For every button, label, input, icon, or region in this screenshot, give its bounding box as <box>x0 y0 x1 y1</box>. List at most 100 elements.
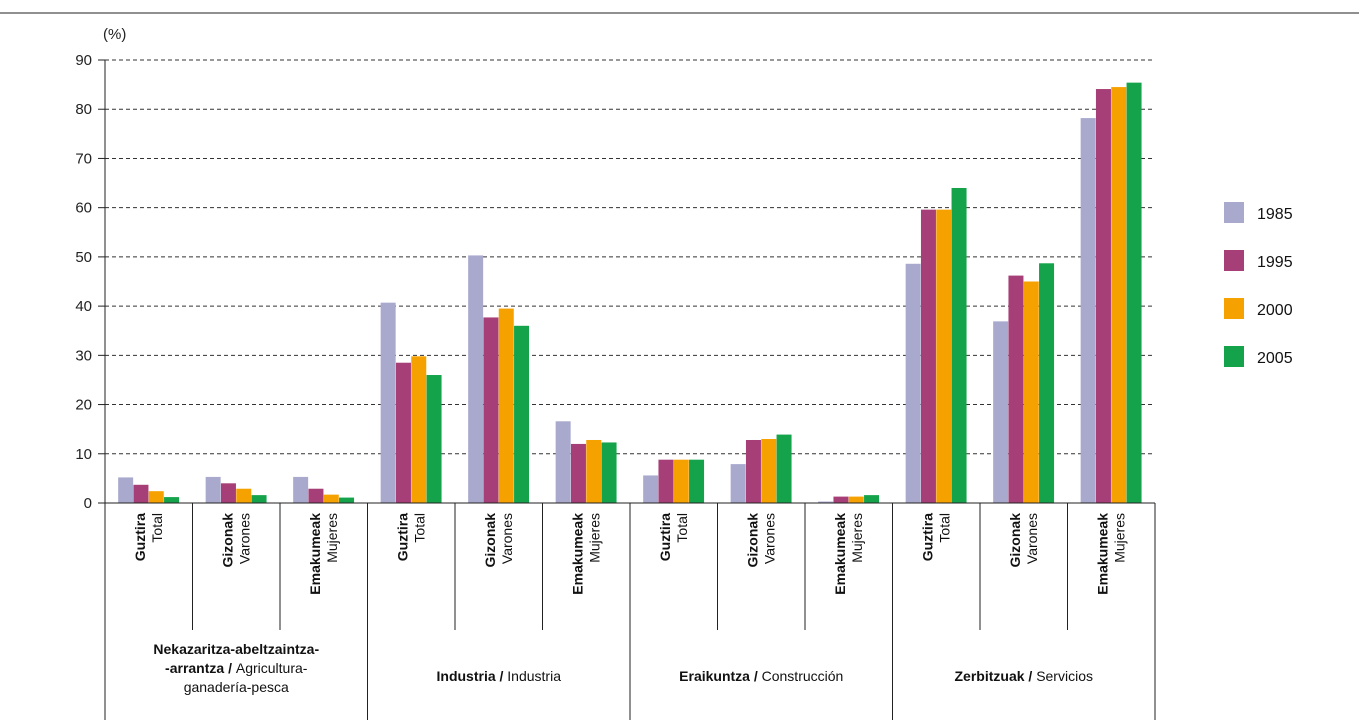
category-label: GizonakVarones <box>482 513 515 568</box>
bar-2005 <box>689 459 705 503</box>
bar-2005 <box>1039 263 1055 503</box>
bar-2005 <box>251 495 267 503</box>
bar-2005 <box>339 497 355 503</box>
bar-1995 <box>483 317 499 503</box>
category-label-normal: Varones <box>1024 513 1040 564</box>
group-label-part: Servicios <box>1036 668 1093 684</box>
bar-1985 <box>555 421 571 503</box>
bar-1995 <box>570 443 586 503</box>
category-label: GizonakVarones <box>1007 513 1040 568</box>
category-label: GizonakVarones <box>219 513 252 568</box>
group-label: Eraikuntza / Construcción <box>679 668 843 684</box>
bar-2000 <box>1023 281 1039 503</box>
bar-2005 <box>514 325 530 503</box>
group-label-part: Industria <box>507 668 561 684</box>
y-tick-label: 10 <box>75 446 92 463</box>
y-tick-label: 80 <box>75 101 92 118</box>
category-label-bold: Gizonak <box>1007 513 1023 568</box>
category-label-bold: Emakumeak <box>1094 513 1110 595</box>
axes <box>104 60 1156 720</box>
category-label: GuztiraTotal <box>132 513 165 561</box>
bar-1995 <box>745 439 761 503</box>
category-label-bold: Emakumeak <box>307 513 323 595</box>
category-label-normal: Total <box>411 513 427 543</box>
y-tick-label: 0 <box>84 495 92 512</box>
category-label-bold: Gizonak <box>219 513 235 568</box>
bar-1995 <box>1008 275 1024 503</box>
category-label-bold: Guztira <box>919 513 935 561</box>
grid <box>105 59 1155 455</box>
bar-2005 <box>776 434 792 503</box>
y-tick-label: 50 <box>75 249 92 266</box>
legend-label: 1995 <box>1257 254 1293 271</box>
bar-2005 <box>426 375 442 503</box>
category-label-bold: Guztira <box>394 513 410 561</box>
y-tick-label: 90 <box>75 52 92 69</box>
category-label: EmakumeakMujeres <box>1094 513 1127 595</box>
category-label: GuztiraTotal <box>394 513 427 561</box>
y-unit-label: (%) <box>103 26 126 43</box>
legend-swatch-1995 <box>1224 250 1244 271</box>
bar-2000 <box>236 488 252 503</box>
bar-2000 <box>936 209 952 503</box>
bar-2005 <box>601 442 617 503</box>
category-label-bold: Gizonak <box>482 513 498 568</box>
bar-2005 <box>951 187 967 503</box>
y-tick-label: 20 <box>75 397 92 414</box>
bar-2005 <box>1126 82 1142 504</box>
category-label-normal: Mujeres <box>1111 513 1127 563</box>
category-label-bold: Emakumeak <box>569 513 585 595</box>
group-label-part: Industria / <box>437 668 508 684</box>
bar-1995 <box>833 496 849 503</box>
legend-label: 2005 <box>1257 350 1293 367</box>
category-label-normal: Mujeres <box>849 513 865 563</box>
category-label-bold: Emakumeak <box>832 513 848 595</box>
bar-1985 <box>205 476 221 503</box>
category-label-normal: Varones <box>236 513 252 564</box>
bar-1985 <box>643 475 659 503</box>
group-labels: Nekazaritza-abeltzaintza- -arrantza / Agr… <box>153 641 1093 695</box>
category-label: EmakumeakMujeres <box>832 513 865 595</box>
group-label-part: Eraikuntza / <box>679 668 761 684</box>
y-tick-label: 30 <box>75 347 92 364</box>
y-tick-label: 40 <box>75 298 92 315</box>
bar-2000 <box>148 491 164 503</box>
bar-1985 <box>993 321 1009 503</box>
category-label: EmakumeakMujeres <box>569 513 602 595</box>
bar-1985 <box>293 476 309 503</box>
bar-1985 <box>380 302 396 503</box>
category-label-normal: Total <box>149 513 165 543</box>
legend-swatch-1985 <box>1224 202 1244 223</box>
bar-1995 <box>658 459 674 503</box>
bar-1985 <box>1080 118 1096 504</box>
category-label-normal: Varones <box>499 513 515 564</box>
y-tick-label: 60 <box>75 200 92 217</box>
bar-2000 <box>848 496 864 503</box>
group-label-part: Nekazaritza-abeltzaintza- <box>153 641 319 657</box>
legend: 1985 1995 2000 2005 <box>1224 202 1293 367</box>
bar-1995 <box>220 483 236 503</box>
group-label-part: Agricultura- <box>236 660 308 676</box>
bar-2000 <box>498 308 514 503</box>
legend-swatch-2000 <box>1224 298 1244 319</box>
group-label-part: -arrantza / <box>165 660 236 676</box>
category-label-bold: Gizonak <box>744 513 760 568</box>
group-label-part: ganadería-pesca <box>184 679 289 695</box>
category-label-bold: Guztira <box>132 513 148 561</box>
category-label-normal: Varones <box>761 513 777 564</box>
bars <box>118 82 1142 504</box>
category-labels: GuztiraTotal GizonakVarones EmakumeakMujer… <box>132 513 1128 595</box>
group-label: Nekazaritza-abeltzaintza- -arrantza / Agr… <box>153 641 319 695</box>
category-label: GuztiraTotal <box>919 513 952 561</box>
bar-1995 <box>920 209 936 503</box>
category-label: GuztiraTotal <box>657 513 690 561</box>
group-label: Industria / Industria <box>437 668 562 684</box>
category-label-normal: Total <box>936 513 952 543</box>
bar-2000 <box>1111 87 1127 504</box>
bar-1995 <box>1095 89 1111 504</box>
bar-1985 <box>818 501 834 503</box>
bar-1995 <box>308 488 324 503</box>
group-label-part: Zerbitzuak / <box>955 668 1037 684</box>
bar-2000 <box>323 494 339 503</box>
y-tick-label: 70 <box>75 150 92 167</box>
